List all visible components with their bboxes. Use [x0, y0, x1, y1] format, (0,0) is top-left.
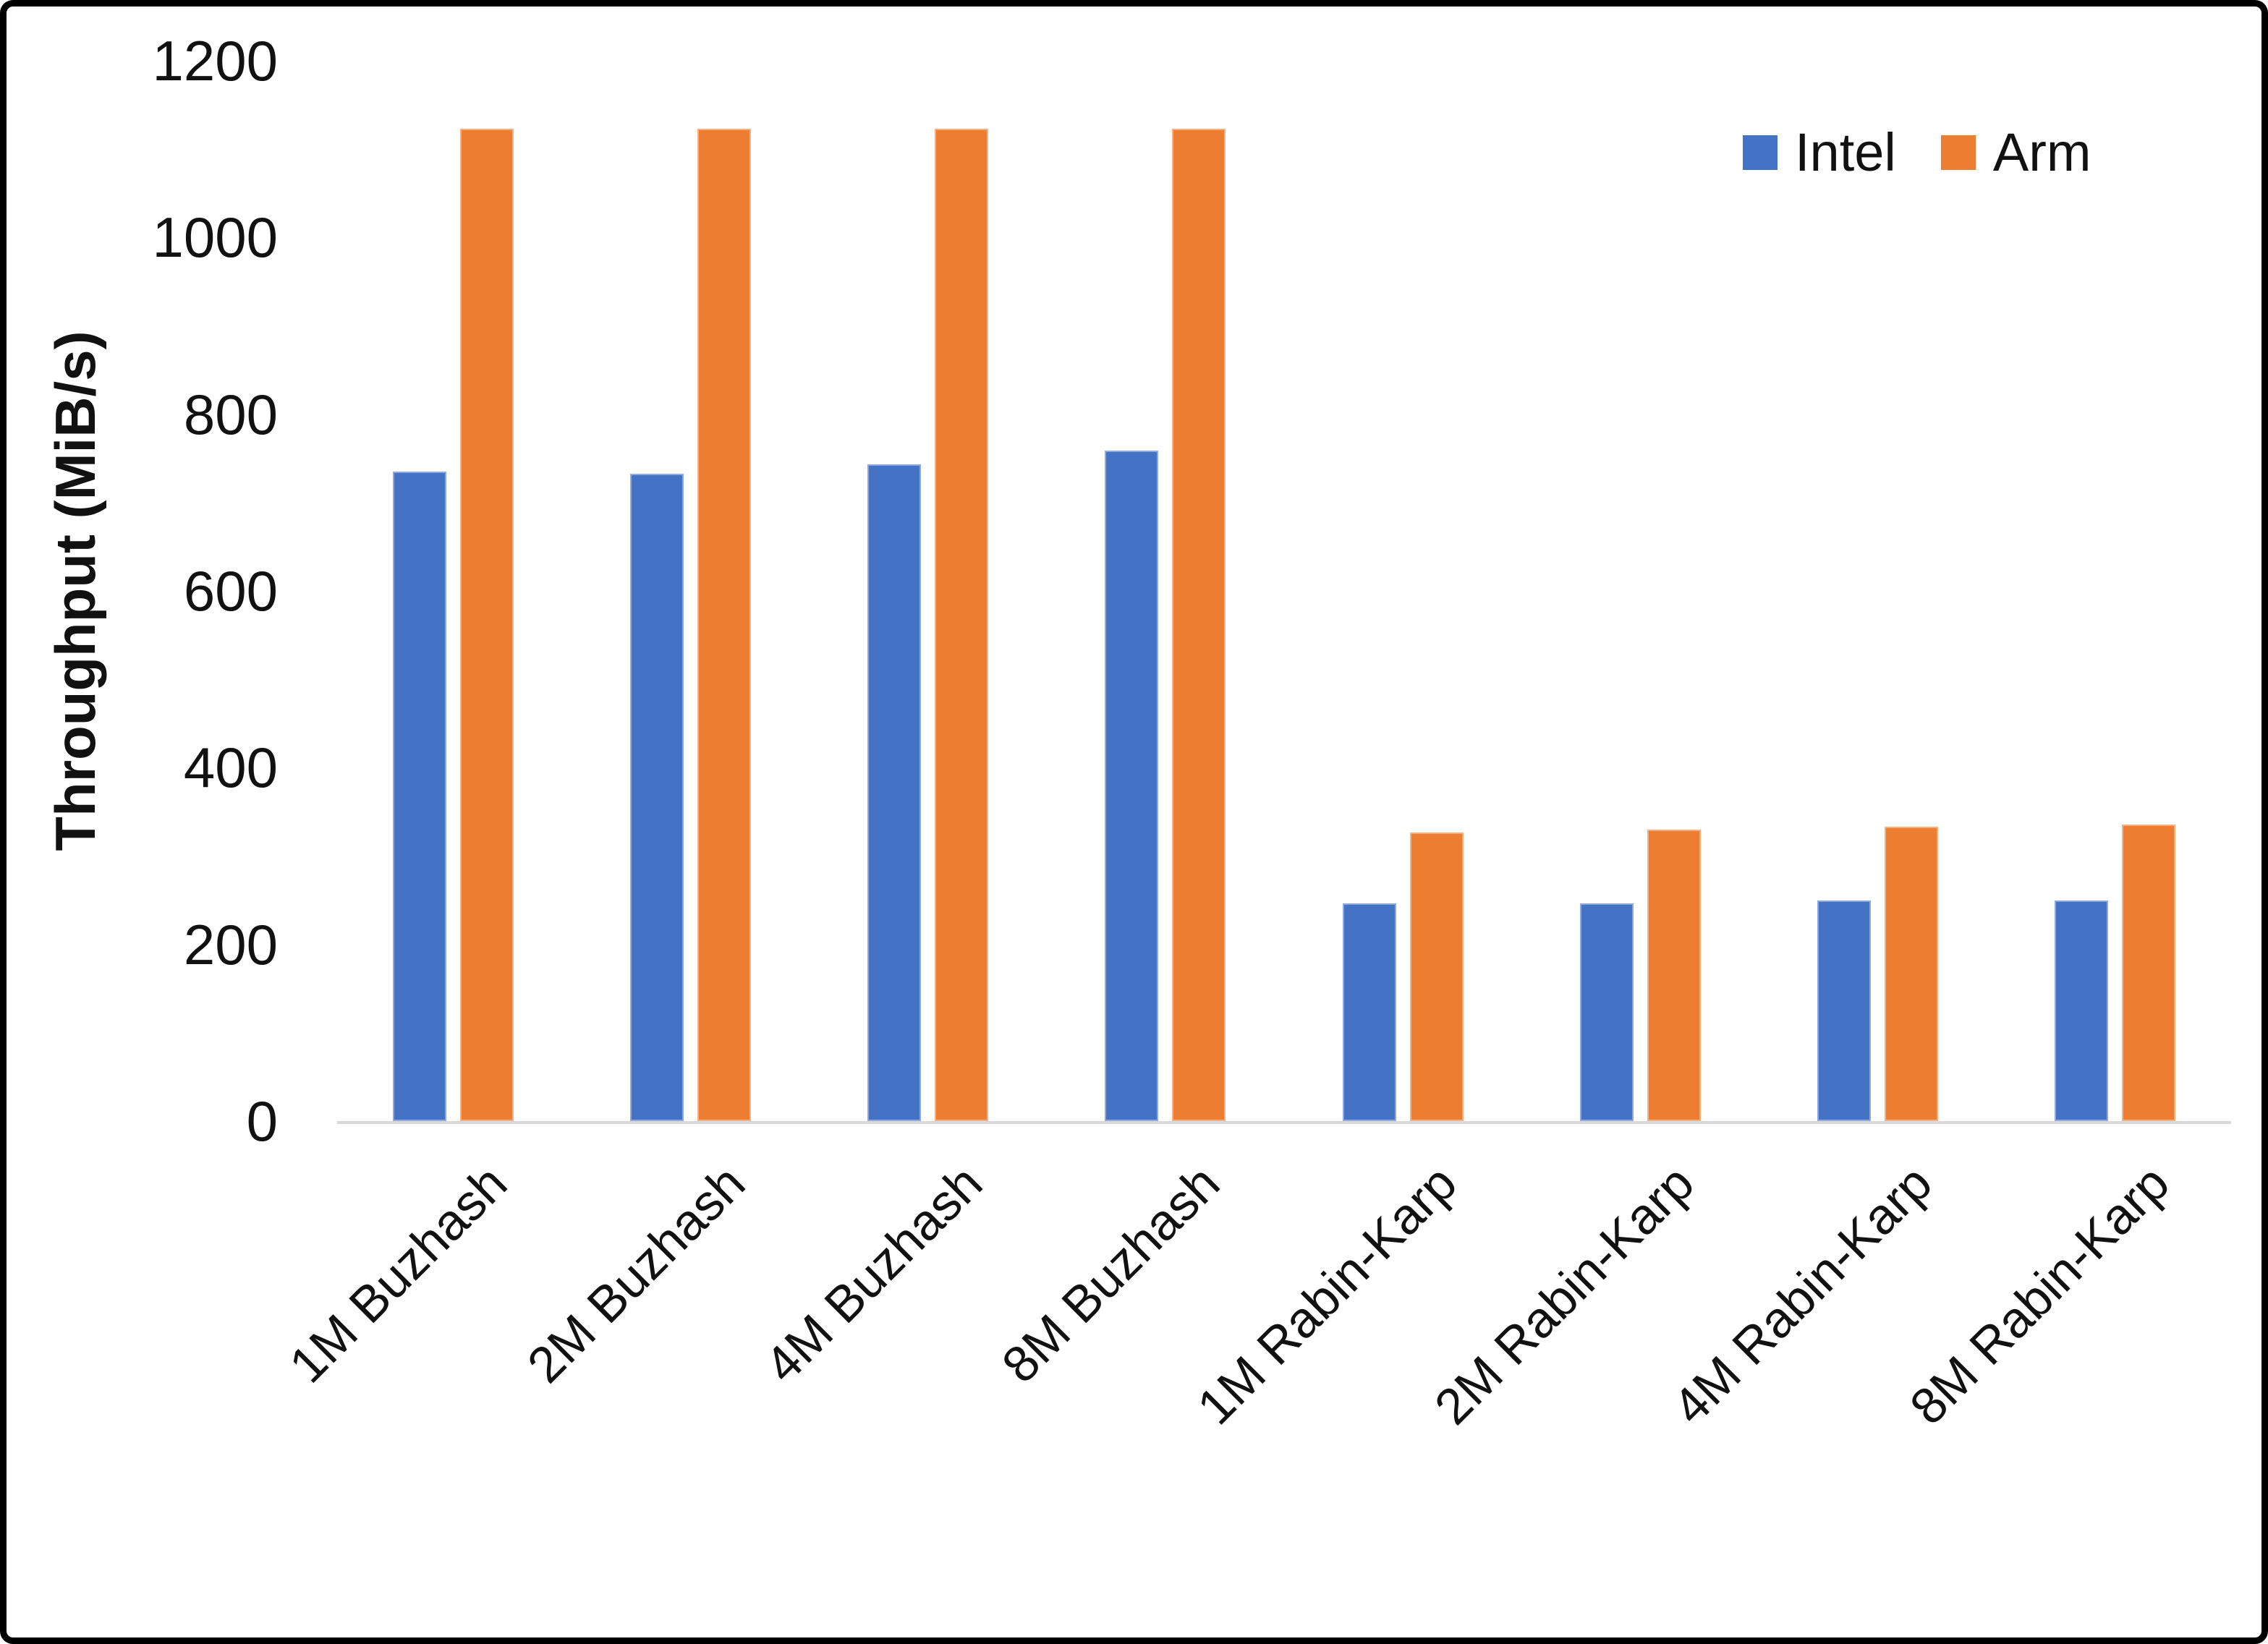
legend-swatch-intel [1743, 135, 1778, 170]
bar-intel-8m-buzhash [1105, 450, 1159, 1121]
x-category-label-4m-rabin-karp: 4M Rabin-Karp [1661, 1154, 1942, 1436]
x-category-label-8m-buzhash: 8M Buzhash [990, 1154, 1231, 1394]
bar-intel-2m-buzhash [630, 473, 684, 1121]
x-category-label-2m-rabin-karp: 2M Rabin-Karp [1424, 1154, 1705, 1436]
x-category-label-8m-rabin-karp: 8M Rabin-Karp [1898, 1154, 2180, 1436]
y-tick-label-400: 400 [183, 736, 278, 800]
bar-intel-2m-rabin-karp [1579, 903, 1634, 1121]
bar-intel-8m-rabin-karp [2054, 900, 2108, 1121]
bar-intel-1m-rabin-karp [1342, 903, 1396, 1121]
x-category-label-1m-buzhash: 1M Buzhash [279, 1154, 518, 1394]
x-category-label-4m-buzhash: 4M Buzhash [753, 1154, 993, 1394]
y-tick-label-0: 0 [246, 1089, 278, 1153]
y-tick-label-200: 200 [183, 912, 278, 976]
bar-arm-2m-buzhash [697, 129, 752, 1121]
x-category-label-2m-buzhash: 2M Buzhash [516, 1154, 755, 1394]
bar-arm-8m-rabin-karp [2121, 824, 2175, 1121]
x-category-label-1m-rabin-karp: 1M Rabin-Karp [1186, 1154, 1468, 1436]
x-axis-line [337, 1121, 2231, 1124]
bar-arm-4m-rabin-karp [1884, 827, 1938, 1121]
bar-arm-1m-rabin-karp [1409, 832, 1464, 1121]
bar-arm-1m-buzhash [460, 129, 514, 1121]
y-tick-label-1200: 1200 [152, 29, 278, 93]
bar-arm-2m-rabin-karp [1647, 829, 1701, 1121]
legend-label-intel: Intel [1795, 122, 1896, 182]
legend-label-arm: Arm [1992, 122, 2091, 182]
bar-arm-4m-buzhash [935, 129, 989, 1121]
y-tick-label-1000: 1000 [152, 205, 278, 270]
bar-intel-1m-buzhash [393, 472, 446, 1121]
bar-arm-8m-buzhash [1172, 129, 1226, 1121]
bar-intel-4m-rabin-karp [1817, 900, 1871, 1121]
legend-item-arm: Arm [1940, 122, 2091, 182]
y-tick-label-600: 600 [183, 559, 278, 623]
legend-item-intel: Intel [1743, 126, 1896, 179]
y-tick-label-800: 800 [183, 382, 278, 446]
legend-swatch-arm [1940, 135, 1976, 170]
bar-intel-4m-buzhash [867, 464, 922, 1121]
legend: Intel Arm [1743, 126, 2091, 179]
